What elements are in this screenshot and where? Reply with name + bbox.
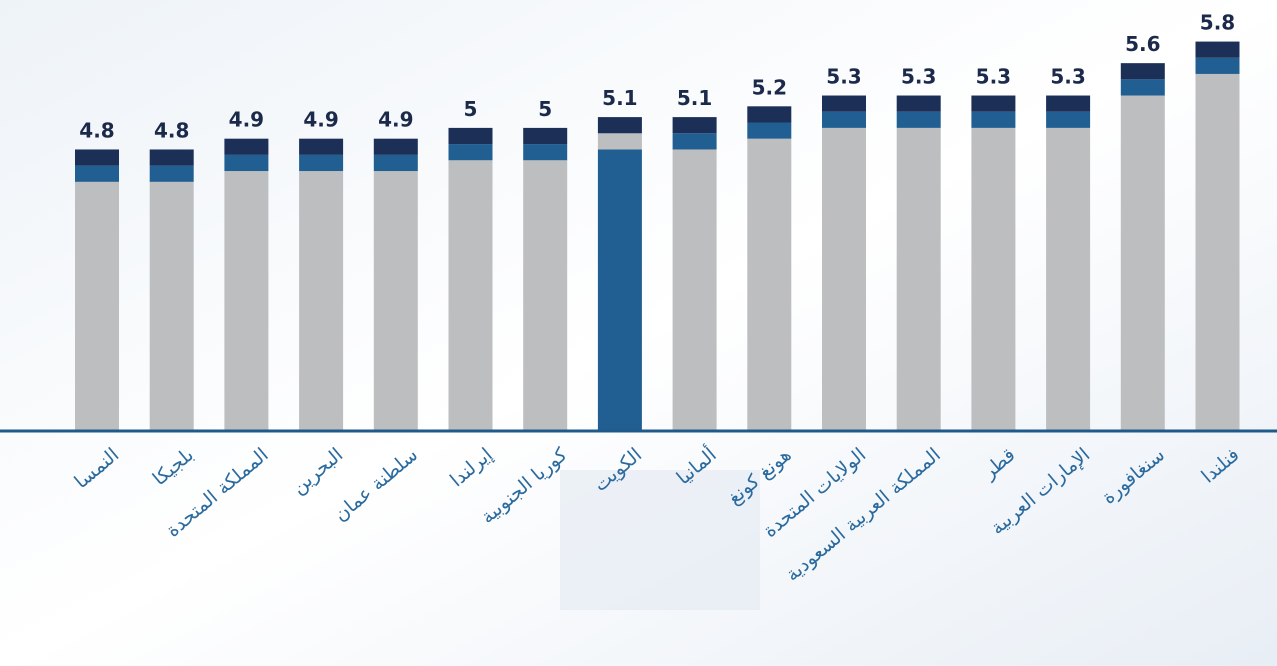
bar-segment: [822, 95, 866, 112]
decoration: [560, 470, 760, 610]
bar-segment: [448, 127, 493, 145]
bar-segment: [448, 144, 493, 161]
bar-segment: [672, 149, 717, 430]
total-label: 5: [464, 97, 478, 121]
total-label: 5: [538, 97, 552, 121]
bar-segment: [747, 106, 792, 123]
bar-segment: [971, 127, 1016, 430]
bar-segment: [1046, 95, 1091, 112]
bar-segment: [597, 133, 642, 150]
bar-segment: [971, 111, 1016, 128]
bar-segment: [75, 149, 119, 166]
bar-segment: [597, 117, 642, 134]
bar-segment: [1046, 111, 1091, 128]
bar-segment: [224, 171, 269, 431]
bar-segment: [822, 127, 866, 430]
bar-segment: [149, 181, 194, 430]
bar-segment: [149, 165, 194, 182]
bar-segment: [672, 117, 717, 134]
bar-segment: [523, 144, 568, 161]
total-label: 5.1: [677, 86, 712, 110]
bar-segment: [149, 149, 194, 166]
bar-segment: [523, 127, 568, 145]
bar-segment: [747, 122, 792, 139]
bar-segment: [373, 171, 418, 431]
bar-segment: [971, 95, 1016, 112]
bar-segment: [672, 133, 717, 150]
total-label: 5.8: [1200, 11, 1235, 35]
bar-segment: [299, 154, 344, 172]
total-label: 5.3: [826, 65, 861, 89]
bar-segment: [1120, 79, 1165, 96]
bar-segment: [299, 171, 344, 431]
bar-segment: [523, 160, 568, 430]
bar-segment: [373, 154, 418, 172]
bar-segment: [747, 138, 792, 430]
total-label: 5.2: [752, 75, 787, 99]
bar-segment: [896, 127, 941, 430]
bar-segment: [75, 181, 119, 430]
bar-segment: [896, 111, 941, 128]
bar-segment: [224, 138, 269, 155]
bar-segment: [299, 138, 344, 155]
total-label: 4.8: [154, 118, 189, 142]
bar-segment: [373, 138, 418, 155]
bar-segment: [1046, 127, 1091, 430]
bar-segment: [224, 154, 269, 172]
bar-segment: [75, 165, 119, 182]
total-label: 4.8: [79, 118, 114, 142]
bar-segment: [597, 149, 642, 430]
bar-segment: [822, 111, 866, 128]
total-label: 4.9: [303, 108, 338, 132]
total-label: 5.3: [976, 65, 1011, 89]
total-label: 5.3: [901, 65, 936, 89]
total-label: 4.9: [378, 108, 413, 132]
bar-segment: [1120, 63, 1165, 80]
bar-segment: [1195, 41, 1240, 58]
bar-segment: [448, 160, 493, 430]
total-label: 4.9: [229, 108, 264, 132]
bar-segment: [1120, 95, 1165, 431]
bar-segment: [1195, 57, 1240, 74]
total-label: 5.1: [602, 86, 637, 110]
bar-segment: [1195, 73, 1240, 431]
total-label: 5.3: [1050, 65, 1085, 89]
total-label: 5.6: [1125, 32, 1160, 56]
bar-segment: [896, 95, 941, 112]
